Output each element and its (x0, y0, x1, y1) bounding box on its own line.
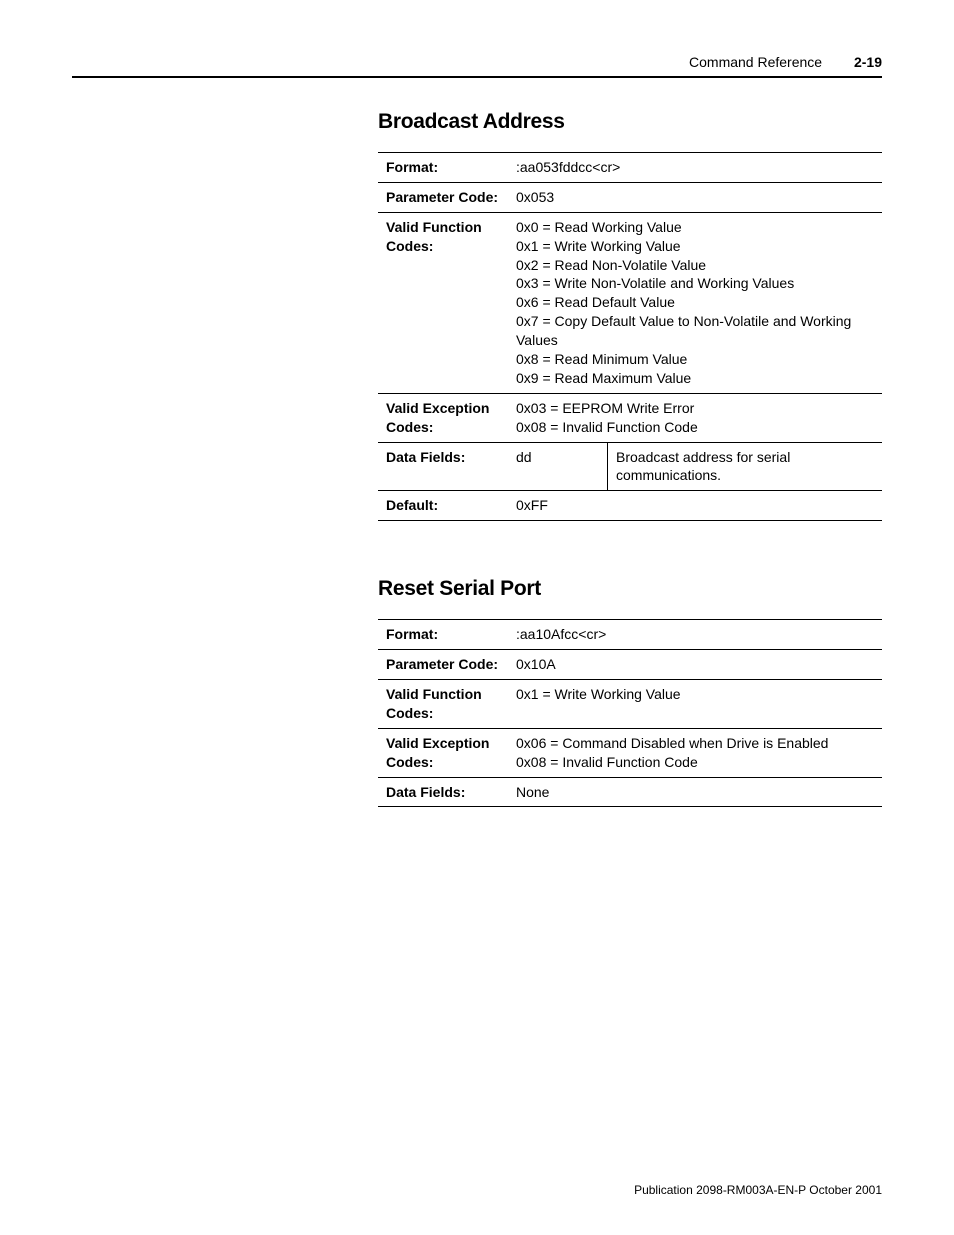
main-content: Broadcast Address Format: :aa053fddcc<cr… (378, 110, 882, 807)
row-value: 0x0 = Read Working Value 0x1 = Write Wor… (508, 212, 882, 393)
table-row: Valid Function Codes: 0x1 = Write Workin… (378, 680, 882, 729)
table-row: Data Fields: dd Broadcast address for se… (378, 442, 882, 491)
header-page-number: 2-19 (854, 54, 882, 70)
code-line: 0x6 = Read Default Value (516, 293, 874, 312)
row-label: Valid Exception Codes: (378, 728, 508, 777)
code-line: 0x1 = Write Working Value (516, 685, 874, 704)
section-title: Reset Serial Port (378, 577, 882, 601)
row-value: None (508, 777, 882, 807)
header-rule (72, 76, 882, 78)
code-line: 0x7 = Copy Default Value to Non-Volatile… (516, 312, 874, 350)
code-line: 0x03 = EEPROM Write Error (516, 399, 874, 418)
code-line: 0x08 = Invalid Function Code (516, 418, 874, 437)
row-label: Parameter Code: (378, 182, 508, 212)
row-label: Valid Exception Codes: (378, 393, 508, 442)
code-line: 0x9 = Read Maximum Value (516, 369, 874, 388)
running-header: Command Reference 2-19 (689, 54, 882, 70)
header-section: Command Reference (689, 54, 822, 70)
table-row: Parameter Code: 0x10A (378, 650, 882, 680)
code-line: 0x1 = Write Working Value (516, 237, 874, 256)
table-row: Data Fields: None (378, 777, 882, 807)
code-line: 0x8 = Read Minimum Value (516, 350, 874, 369)
row-value: 0x1 = Write Working Value (508, 680, 882, 729)
row-label: Data Fields: (378, 777, 508, 807)
table-row: Parameter Code: 0x053 (378, 182, 882, 212)
section-title: Broadcast Address (378, 110, 882, 134)
page: Command Reference 2-19 Broadcast Address… (0, 0, 954, 1235)
data-field-desc: Broadcast address for serial communicati… (608, 443, 882, 491)
code-line: 0x08 = Invalid Function Code (516, 753, 874, 772)
row-label: Format: (378, 620, 508, 650)
row-value: :aa10Afcc<cr> (508, 620, 882, 650)
table-row: Default: 0xFF (378, 491, 882, 521)
table-row: Format: :aa10Afcc<cr> (378, 620, 882, 650)
row-value: 0x10A (508, 650, 882, 680)
code-line: 0x06 = Command Disabled when Drive is En… (516, 734, 874, 753)
footer-text: Publication 2098-RM003A-EN-P October 200… (634, 1183, 882, 1197)
section-gap (378, 521, 882, 577)
table-row: Valid Function Codes: 0x0 = Read Working… (378, 212, 882, 393)
row-value: dd Broadcast address for serial communic… (508, 442, 882, 491)
table-row: Valid Exception Codes: 0x03 = EEPROM Wri… (378, 393, 882, 442)
row-label: Valid Function Codes: (378, 680, 508, 729)
row-label: Default: (378, 491, 508, 521)
reference-table: Format: :aa053fddcc<cr> Parameter Code: … (378, 152, 882, 521)
code-line: 0x0 = Read Working Value (516, 218, 874, 237)
table-row: Valid Exception Codes: 0x06 = Command Di… (378, 728, 882, 777)
row-label: Data Fields: (378, 442, 508, 491)
row-value: :aa053fddcc<cr> (508, 153, 882, 183)
row-label: Format: (378, 153, 508, 183)
row-value: 0x06 = Command Disabled when Drive is En… (508, 728, 882, 777)
reference-table: Format: :aa10Afcc<cr> Parameter Code: 0x… (378, 619, 882, 807)
table-row: Format: :aa053fddcc<cr> (378, 153, 882, 183)
row-value: 0x053 (508, 182, 882, 212)
code-line: 0x3 = Write Non-Volatile and Working Val… (516, 274, 874, 293)
row-value: 0x03 = EEPROM Write Error 0x08 = Invalid… (508, 393, 882, 442)
data-field-code: dd (508, 443, 608, 491)
row-label: Parameter Code: (378, 650, 508, 680)
code-line: 0x2 = Read Non-Volatile Value (516, 256, 874, 275)
row-value: 0xFF (508, 491, 882, 521)
row-label: Valid Function Codes: (378, 212, 508, 393)
